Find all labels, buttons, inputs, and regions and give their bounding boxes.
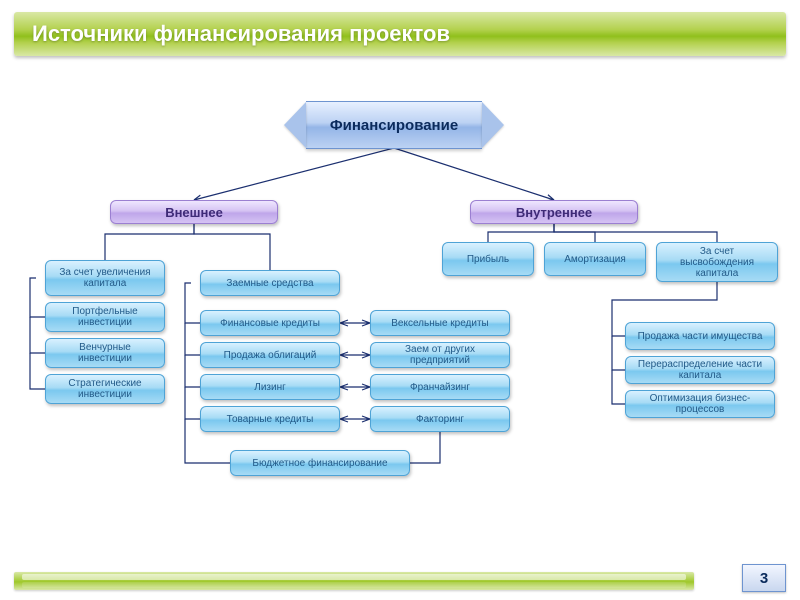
branch-Внутреннее: Внутреннее: [470, 200, 638, 224]
node-factoring: Факторинг: [370, 406, 510, 432]
node-loan_other: Заем от других предприятий: [370, 342, 510, 368]
node-cap_increase: За счет увеличения капитала: [45, 260, 165, 296]
slide-title: Источники финансирования проектов: [14, 12, 786, 56]
node-amort: Амортизация: [544, 242, 646, 276]
slide: Источники финансирования проектов Финанс…: [0, 0, 800, 600]
node-trade_credits: Товарные кредиты: [200, 406, 340, 432]
node-sell_assets: Продажа части имущества: [625, 322, 775, 350]
branch-Внешнее: Внешнее: [110, 200, 278, 224]
node-optimize: Оптимизация бизнес-процессов: [625, 390, 775, 418]
node-release_cap: За счет высвобождения капитала: [656, 242, 778, 282]
node-franchising: Франчайзинг: [370, 374, 510, 400]
root-node: Финансирование: [306, 102, 482, 148]
node-redistribute: Перераспределение части капитала: [625, 356, 775, 384]
node-borrowed: Заемные средства: [200, 270, 340, 296]
page-number: 3: [742, 564, 786, 592]
node-fin_credits: Финансовые кредиты: [200, 310, 340, 336]
root-node-label: Финансирование: [306, 101, 482, 149]
node-bill_credits: Вексельные кредиты: [370, 310, 510, 336]
node-budget: Бюджетное финансирование: [230, 450, 410, 476]
connector-layer: [0, 0, 800, 600]
node-leasing: Лизинг: [200, 374, 340, 400]
node-profit: Прибыль: [442, 242, 534, 276]
footer-decoration: [14, 572, 694, 590]
node-venture: Венчурные инвестиции: [45, 338, 165, 368]
node-strategic: Стратегические инвестиции: [45, 374, 165, 404]
node-portfolio: Портфельные инвестиции: [45, 302, 165, 332]
node-bonds: Продажа облигаций: [200, 342, 340, 368]
